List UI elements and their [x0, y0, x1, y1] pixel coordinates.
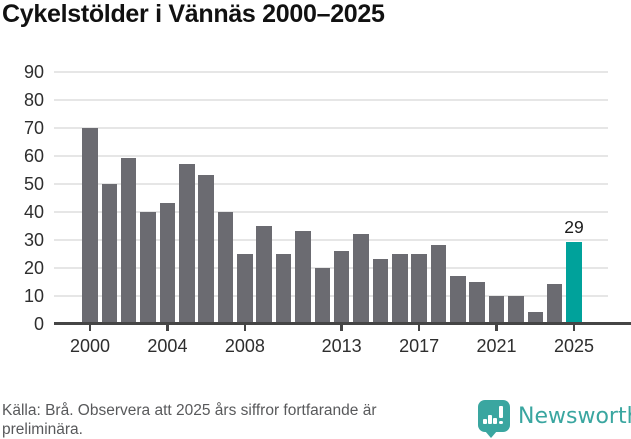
speech-bubble-bar-chart-icon [478, 400, 510, 432]
bar-2004 [159, 203, 176, 324]
bar-2010 [275, 253, 292, 324]
bar-value-label: 29 [564, 217, 584, 238]
bar-2006 [198, 175, 214, 324]
bar-2015 [372, 259, 389, 324]
y-axis-label: 20 [23, 257, 44, 278]
bar-2022 [508, 295, 524, 324]
source-note: Källa: Brå. Observera att 2025 års siffr… [2, 401, 472, 439]
brand-name: Newsworthy [518, 404, 631, 429]
bar-2003 [140, 211, 156, 324]
x-axis-tick [88, 325, 92, 331]
logo-bar-tall [488, 415, 492, 424]
gridline [54, 294, 608, 297]
x-axis-tick [166, 325, 169, 331]
x-axis-tick [340, 325, 343, 331]
bar-2005 [179, 163, 195, 324]
source-note-line2: preliminära. [2, 421, 83, 438]
bar-2013 [333, 250, 350, 324]
x-axis-line [54, 322, 631, 325]
y-axis-label: 90 [23, 61, 44, 82]
bar-2000 [82, 127, 98, 324]
y-axis-label: 10 [23, 285, 44, 306]
x-axis-tick [417, 325, 421, 331]
x-axis-label: 2000 [69, 336, 111, 356]
x-axis-label: 2021 [476, 336, 517, 356]
bar-2008 [237, 253, 253, 324]
bar-2019 [450, 275, 466, 324]
bar-2012 [314, 267, 331, 324]
gridline [54, 266, 608, 269]
bar-2023 [527, 312, 544, 324]
x-axis-label: 2008 [224, 336, 265, 356]
bar-2021 [488, 295, 505, 324]
bar-2016 [392, 253, 408, 324]
gridline [54, 126, 608, 129]
x-axis-label: 2017 [399, 336, 440, 356]
gridline [54, 210, 608, 213]
x-axis-label: 2013 [321, 336, 362, 356]
x-axis-tick [243, 325, 247, 331]
y-axis-label: 30 [23, 229, 44, 250]
source-note-line1: Källa: Brå. Observera att 2025 års siffr… [2, 402, 377, 419]
speech-bubble-tail [485, 431, 497, 438]
y-axis-label: 80 [23, 89, 44, 110]
logo-bar-small [483, 419, 487, 424]
x-axis-label: 2025 [553, 336, 595, 356]
gridline [54, 98, 608, 101]
bar-2002 [120, 158, 137, 324]
y-axis-label: 0 [33, 313, 44, 334]
bar-2017 [411, 253, 427, 324]
gridline [54, 238, 608, 241]
newsworthy-logo: Newsworthy [478, 400, 631, 438]
x-axis-tick [572, 325, 576, 331]
gridline [54, 70, 608, 73]
logo-exclamation-dot [499, 420, 503, 424]
y-axis-label: 70 [23, 117, 44, 138]
bar-2020 [469, 281, 485, 324]
bar-2018 [430, 245, 447, 324]
y-axis-label: 40 [23, 201, 44, 222]
x-axis-tick [495, 325, 498, 331]
bar-2007 [217, 211, 234, 324]
bar-2001 [101, 183, 118, 324]
y-axis-label: 60 [23, 145, 44, 166]
x-axis-label: 2004 [147, 336, 188, 356]
bar-2025 [566, 242, 582, 324]
bar-2009 [256, 225, 272, 324]
gridline [54, 154, 608, 157]
gridline [54, 182, 608, 185]
bar-2011 [295, 231, 311, 324]
y-axis-label: 50 [23, 173, 44, 194]
logo-exclamation-stroke [499, 406, 503, 418]
logo-bar-medium [493, 418, 497, 424]
bar-2024 [546, 284, 563, 324]
chart-title: Cykelstölder i Vännäs 2000–2025 [2, 0, 385, 28]
bar-2014 [353, 233, 369, 324]
